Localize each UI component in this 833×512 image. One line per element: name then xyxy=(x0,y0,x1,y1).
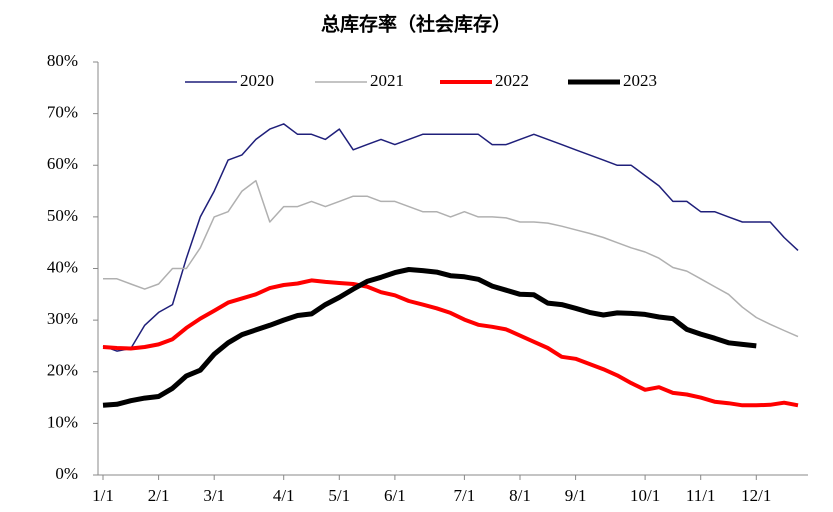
y-tick-label: 70% xyxy=(47,103,78,122)
y-tick-label: 50% xyxy=(47,206,78,225)
x-tick-label: 11/1 xyxy=(686,486,716,505)
chart-title: 总库存率（社会库存） xyxy=(321,13,511,36)
line-series xyxy=(103,179,799,338)
legend-label: 2020 xyxy=(240,71,274,90)
x-tick-label: 7/1 xyxy=(454,486,476,505)
line-series xyxy=(102,278,799,408)
x-tick-label: 8/1 xyxy=(509,486,531,505)
x-tick-label: 4/1 xyxy=(273,486,295,505)
x-tick-label: 9/1 xyxy=(565,486,587,505)
x-tick-label: 12/1 xyxy=(741,486,771,505)
y-tick-label: 20% xyxy=(47,361,78,380)
x-tick-label: 1/1 xyxy=(92,486,114,505)
y-tick-label: 80% xyxy=(47,51,78,70)
x-tick-label: 5/1 xyxy=(328,486,350,505)
y-tick-label: 10% xyxy=(47,412,78,431)
y-tick-label: 60% xyxy=(47,154,78,173)
x-tick-label: 6/1 xyxy=(384,486,406,505)
line-series xyxy=(102,267,757,408)
x-tick-label: 2/1 xyxy=(148,486,170,505)
x-tick-label: 10/1 xyxy=(630,486,660,505)
legend-label: 2022 xyxy=(495,71,529,90)
y-tick-label: 30% xyxy=(47,309,78,328)
line-series xyxy=(102,123,799,352)
legend-label: 2023 xyxy=(623,71,657,90)
y-tick-label: 0% xyxy=(55,464,78,483)
y-tick-label: 40% xyxy=(47,257,78,276)
x-tick-label: 3/1 xyxy=(203,486,225,505)
legend-label: 2021 xyxy=(370,71,404,90)
